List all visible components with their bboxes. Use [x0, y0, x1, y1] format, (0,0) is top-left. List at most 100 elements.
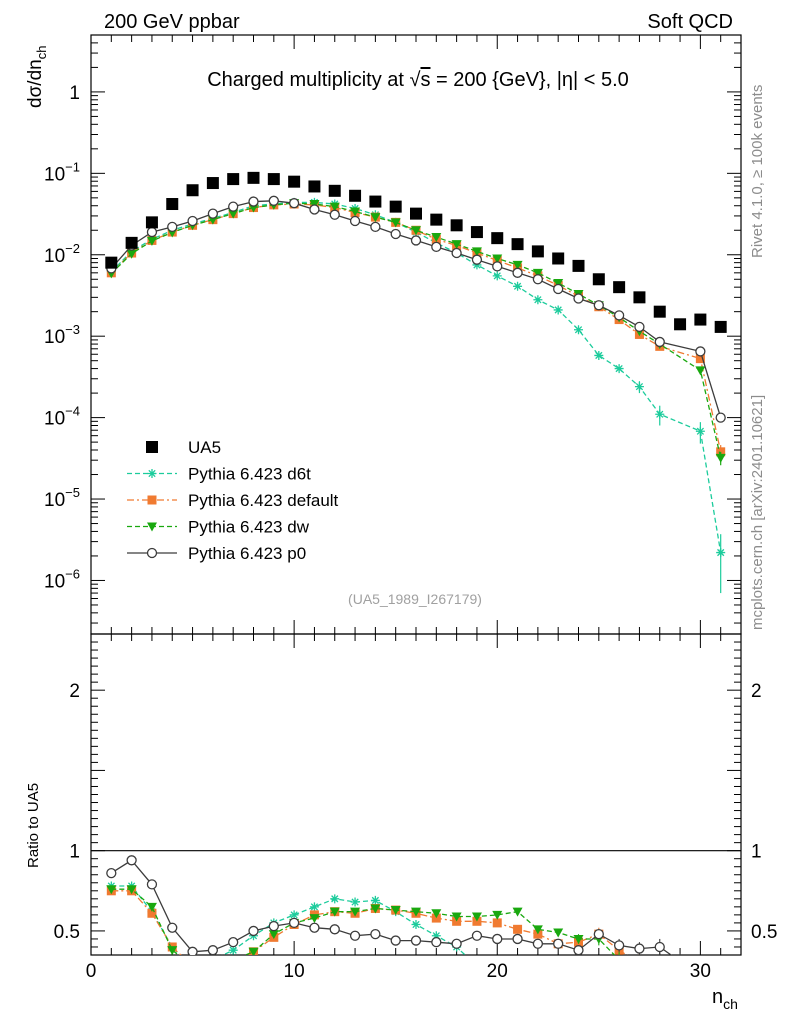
data-point-dw — [715, 453, 726, 463]
ratio-point-default — [229, 957, 238, 966]
data-point-p0 — [288, 198, 300, 209]
ratio-point-p0 — [146, 879, 158, 890]
data-point-p0 — [268, 195, 279, 206]
data-point-dw — [126, 249, 137, 259]
data-point-d6t — [695, 426, 705, 436]
ratio-point-d6t — [370, 895, 380, 905]
ratio-point-dw — [268, 930, 279, 940]
ratio-point-dw — [411, 907, 421, 917]
y-tick-label: 10−6 — [44, 566, 80, 592]
data-point-dw — [329, 202, 340, 212]
data-point-data — [552, 252, 565, 265]
data-point-data — [247, 171, 260, 184]
data-point-p0 — [613, 310, 625, 321]
ratio-point-p0 — [167, 922, 178, 933]
data-point-d6t — [574, 325, 583, 335]
ratio-point-p0 — [451, 938, 462, 949]
ratio-line-dw — [111, 888, 616, 955]
ratio-point-p0 — [613, 940, 625, 951]
ratio-point-p0 — [716, 967, 725, 976]
rivet-version-label: Rivet 4.1.0, ≥ 100k events — [749, 85, 766, 258]
ratio-point-p0 — [349, 930, 361, 941]
ratio-point-d6t — [208, 955, 217, 964]
data-point-data — [450, 219, 463, 232]
data-point-p0 — [634, 321, 645, 333]
data-point-dw — [532, 268, 543, 278]
legend-label-d6t: Pythia 6.423 d6t — [188, 465, 311, 484]
legend-label-data: UA5 — [188, 438, 221, 457]
data-point-p0 — [329, 209, 340, 220]
data-point-data — [369, 195, 382, 208]
data-point-data — [105, 256, 118, 269]
data-point-data — [328, 184, 341, 197]
data-point-data — [714, 320, 727, 333]
ratio-point-default — [147, 908, 157, 918]
chart-title: Charged multiplicity at √s = 200 {GeV}, … — [207, 69, 629, 91]
ratio-point-p0 — [187, 946, 198, 955]
legend-item-d6t: Pythia 6.423 d6t — [127, 465, 311, 484]
legend-marker-default — [147, 495, 157, 505]
header-left: 200 GeV ppbar — [104, 11, 240, 33]
ratio-y-tick-label: 2 — [69, 681, 80, 702]
data-point-data — [166, 198, 179, 211]
data-point-p0 — [410, 235, 422, 246]
ratio-point-p0 — [492, 933, 503, 945]
x-axis-label: nch — [712, 986, 738, 1012]
data-point-data — [186, 184, 199, 197]
ratio-point-p0 — [532, 938, 544, 949]
data-point-p0 — [715, 412, 726, 423]
data-point-data — [511, 238, 524, 251]
data-point-d6t — [634, 382, 644, 392]
ratio-point-p0 — [288, 917, 300, 929]
reference-id-label: (UA5_1989_I267179) — [348, 591, 482, 607]
ratio-point-default — [635, 959, 644, 968]
data-point-dw — [431, 233, 442, 243]
data-point-p0 — [654, 336, 665, 348]
data-point-dw — [390, 218, 401, 228]
data-point-dw — [695, 366, 706, 376]
data-point-p0 — [370, 221, 381, 233]
data-point-dw — [451, 240, 462, 250]
ratio-point-dw — [208, 959, 218, 968]
legend-marker-p0 — [146, 547, 158, 559]
data-point-p0 — [228, 201, 239, 212]
data-point-data — [674, 318, 687, 331]
ratio-point-p0 — [207, 945, 219, 955]
data-point-d6t — [553, 305, 563, 315]
y-tick-label: 10−1 — [44, 159, 80, 185]
ratio-point-d6t — [309, 902, 319, 912]
ratio-y-tick-label-right: 2 — [751, 681, 762, 702]
data-point-data — [430, 213, 443, 226]
ratio-point-dw — [188, 962, 198, 971]
y-tick-label: 10−5 — [44, 485, 80, 511]
legend-item-p0: Pythia 6.423 p0 — [127, 544, 306, 563]
ratio-point-p0 — [676, 957, 685, 966]
data-point-p0 — [167, 221, 178, 233]
data-point-p0 — [512, 267, 523, 278]
ratio-point-dw — [126, 885, 137, 895]
y-tick-label: 1 — [69, 83, 80, 104]
ratio-point-dw — [471, 912, 482, 922]
ratio-point-p0 — [654, 941, 665, 953]
ratio-point-d6t — [330, 894, 340, 904]
ratio-point-p0 — [268, 920, 279, 932]
ratio-point-d6t — [289, 910, 299, 920]
ratio-point-p0 — [106, 867, 117, 879]
ratio-point-dw — [573, 934, 584, 944]
data-point-data — [572, 259, 585, 272]
data-point-data — [694, 313, 707, 326]
data-point-d6t — [513, 281, 523, 291]
ratio-point-d6t — [350, 897, 360, 907]
ratio-point-p0 — [390, 935, 401, 946]
x-tick-label: 10 — [284, 961, 305, 982]
data-point-d6t — [492, 271, 502, 281]
data-point-d6t — [594, 350, 604, 360]
ratio-point-p0 — [248, 925, 259, 937]
data-point-data — [389, 200, 402, 213]
data-point-p0 — [695, 346, 706, 357]
x-tick-label: 30 — [690, 961, 711, 982]
ratio-point-dw — [329, 907, 340, 917]
ratio-point-dw — [451, 912, 462, 922]
ratio-axes: 0 10 20 30 0.5 0.5 1 1 2 2 — [54, 633, 777, 982]
ratio-point-p0 — [431, 937, 442, 948]
